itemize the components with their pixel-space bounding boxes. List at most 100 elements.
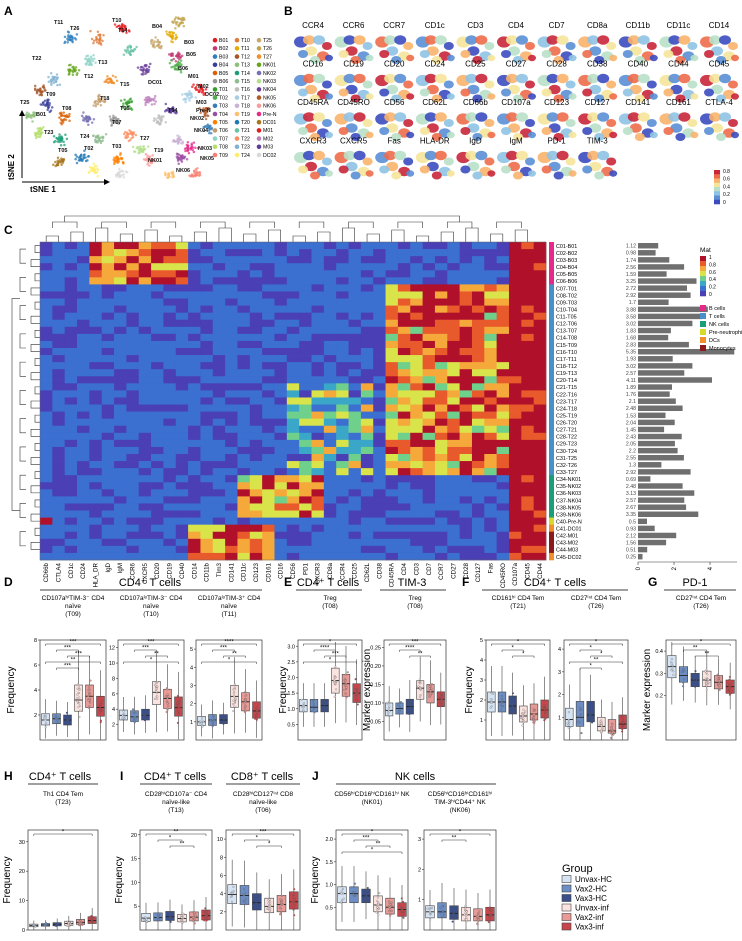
heatmap-column-label: CD14 (191, 562, 198, 578)
heatmap-cell (101, 538, 115, 547)
heatmap-cell (138, 496, 152, 504)
heatmap-cell (89, 369, 103, 377)
data-point (232, 692, 235, 695)
heatmap-cell (126, 369, 140, 377)
mat-legend-segment (700, 281, 706, 287)
tsne-point (74, 157, 77, 161)
legend-label: T22 (241, 136, 250, 142)
dendrogram-link (30, 428, 40, 437)
tsne-cluster-labels: T11 T10T14B04B03B05T26T22T12T09T25T13B01T… (20, 18, 219, 174)
marker-blob (528, 170, 536, 177)
marker-blob (384, 150, 397, 161)
heatmap-cell (533, 524, 547, 533)
tsne-map-label: NK06 (176, 168, 190, 174)
tsne-point (89, 59, 92, 63)
heatmap-cell (175, 390, 189, 398)
heatmap-cell (262, 362, 275, 370)
marker-blob (637, 112, 650, 122)
frequency-bar (638, 539, 667, 546)
y-tick-label: 2 (558, 693, 561, 699)
marker-blob (668, 112, 681, 122)
plot-frame (383, 639, 447, 741)
heatmap-cell (212, 510, 226, 518)
heatmap-cell (64, 482, 78, 490)
tsne-map-label: T09 (46, 92, 55, 98)
marker-blob (487, 170, 496, 177)
heatmap-cell (225, 432, 238, 441)
heatmap-cell (188, 291, 201, 299)
heatmap-cell (447, 461, 460, 469)
heatmap-cell (77, 270, 90, 278)
heatmap-cell (336, 404, 349, 412)
heatmap-cell (348, 333, 362, 342)
heatmap-cell (200, 531, 214, 540)
marker-blob (711, 84, 723, 95)
significance-stars: * (595, 640, 598, 646)
heatmap-column-label: CD38 (376, 562, 383, 578)
heatmap-cell (212, 263, 226, 271)
marker-blob (406, 170, 415, 177)
dendrogram-link (34, 301, 40, 310)
data-point (143, 719, 146, 722)
marker-blob (606, 157, 617, 166)
heatmap-cell (274, 249, 288, 257)
heatmap-cell (77, 468, 90, 476)
heatmap-cell (496, 510, 510, 518)
tsne-map-label: T04 (168, 108, 178, 114)
panel-g-title: PD-1 (682, 577, 707, 589)
heatmap-cell (40, 517, 53, 526)
tsne-point (52, 134, 56, 138)
lineage-cell (549, 446, 554, 455)
heatmap-cell (200, 418, 214, 427)
data-point (490, 705, 493, 708)
legend-swatch (234, 54, 240, 59)
heatmap-cell (533, 242, 547, 250)
heatmap-cell (397, 256, 411, 264)
marker-blob (305, 161, 317, 172)
dendrogram-link (19, 277, 26, 292)
boxplot-panels: D CD4⁺ T cells E CD4⁺ T cells TIM-3 F CD… (2, 575, 737, 934)
heatmap-cell (101, 390, 115, 398)
heatmap-cell (40, 531, 53, 540)
heatmap-cell (521, 425, 535, 434)
heatmap-cell (311, 531, 325, 540)
data-point (324, 699, 327, 702)
heatmap-cell (508, 312, 522, 321)
heatmap-cell (385, 277, 399, 285)
dendrogram-link (19, 418, 26, 434)
heatmap-cell (434, 348, 448, 356)
heatmap-cell (360, 503, 374, 511)
heatmap-cell (484, 249, 497, 257)
heatmap-cell (336, 362, 349, 370)
heatmap-cell (163, 249, 177, 257)
heatmap-cell (422, 432, 436, 441)
marker-title: CD141 (625, 98, 650, 107)
tsne-point (180, 21, 183, 24)
heatmap-cell (373, 340, 386, 349)
tsne-point (24, 113, 28, 116)
heatmap-cell (299, 489, 312, 497)
heatmap-cell (410, 432, 423, 441)
panel-g-letter: G (648, 575, 657, 589)
heatmap-cell (336, 376, 349, 384)
heatmap-row-label: C19-T13 (556, 371, 577, 377)
frequency-value: 1.53 (626, 413, 636, 419)
y-tick-label: 1 (558, 715, 561, 721)
heatmap-cell (385, 531, 399, 540)
tsne-map-label: DC01 (148, 80, 162, 86)
heatmap-cell (249, 517, 263, 526)
heatmap-cell (188, 517, 201, 526)
dendrogram-link (30, 400, 40, 409)
heatmap-cell (422, 510, 436, 518)
lineage-cell (549, 531, 554, 540)
heatmap-cell (40, 305, 53, 314)
heatmap-cell (138, 312, 152, 321)
heatmap-cell (188, 362, 201, 370)
heatmap-cell (101, 510, 115, 518)
tsne-point (133, 47, 137, 51)
heatmap-cell (471, 312, 485, 321)
frequency-bar (638, 377, 712, 383)
significance-bracket (123, 643, 179, 646)
heatmap-cell (496, 454, 510, 462)
marker-blob (303, 73, 315, 84)
